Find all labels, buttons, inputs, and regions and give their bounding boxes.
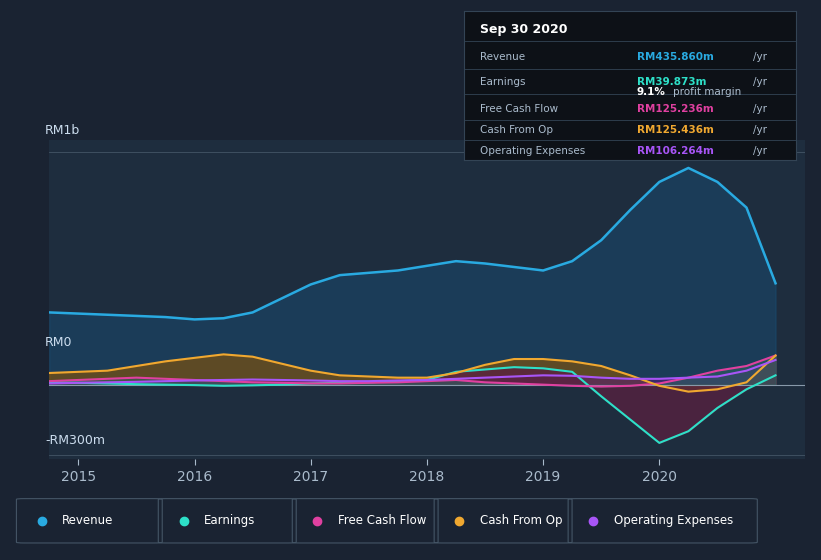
- Text: Cash From Op: Cash From Op: [480, 125, 553, 135]
- Text: /yr: /yr: [753, 52, 767, 62]
- Text: RM0: RM0: [45, 336, 72, 349]
- Text: Earnings: Earnings: [204, 514, 255, 528]
- Text: RM435.860m: RM435.860m: [637, 52, 713, 62]
- Text: RM39.873m: RM39.873m: [637, 77, 706, 87]
- Text: RM125.236m: RM125.236m: [637, 104, 713, 114]
- Text: /yr: /yr: [753, 104, 767, 114]
- Text: Free Cash Flow: Free Cash Flow: [338, 514, 426, 528]
- Text: RM1b: RM1b: [45, 124, 80, 137]
- Text: Operating Expenses: Operating Expenses: [480, 146, 585, 156]
- Text: Earnings: Earnings: [480, 77, 526, 87]
- Text: /yr: /yr: [753, 125, 767, 135]
- Text: -RM300m: -RM300m: [45, 434, 105, 447]
- Text: Free Cash Flow: Free Cash Flow: [480, 104, 558, 114]
- Text: profit margin: profit margin: [673, 87, 741, 97]
- Text: Cash From Op: Cash From Op: [479, 514, 562, 528]
- Text: Revenue: Revenue: [480, 52, 525, 62]
- Text: RM125.436m: RM125.436m: [637, 125, 713, 135]
- Text: /yr: /yr: [753, 77, 767, 87]
- Text: 9.1%: 9.1%: [637, 87, 666, 97]
- Text: /yr: /yr: [753, 146, 767, 156]
- Text: RM106.264m: RM106.264m: [637, 146, 713, 156]
- Text: Operating Expenses: Operating Expenses: [614, 514, 733, 528]
- Text: Sep 30 2020: Sep 30 2020: [480, 23, 568, 36]
- Text: Revenue: Revenue: [62, 514, 113, 528]
